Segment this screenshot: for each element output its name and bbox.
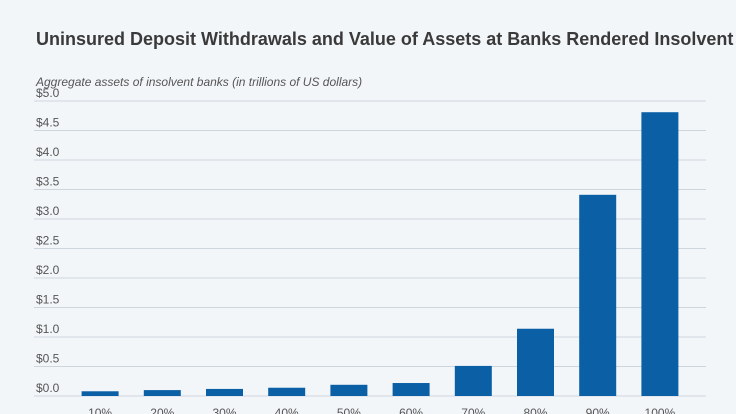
x-tick-label: 20%: [150, 406, 174, 414]
y-tick-label: $5.0: [36, 86, 60, 100]
bar: [81, 391, 119, 396]
bar: [641, 112, 679, 397]
x-tick-label: 60%: [399, 406, 423, 414]
bar: [392, 383, 430, 396]
x-tick-label: 30%: [212, 406, 236, 414]
bar: [579, 194, 617, 396]
y-tick-label: $4.0: [36, 145, 60, 159]
x-tick-label: 80%: [523, 406, 547, 414]
chart-title: Uninsured Deposit Withdrawals and Value …: [36, 29, 733, 49]
x-tick-label: 10%: [88, 406, 112, 414]
y-tick-label: $1.0: [36, 322, 60, 336]
y-tick-label: $0.0: [36, 381, 60, 395]
bar: [143, 390, 181, 396]
y-tick-label: $1.5: [36, 293, 60, 307]
x-tick-label: 100%: [645, 406, 676, 414]
y-tick-label: $2.5: [36, 234, 60, 248]
x-tick-label: 90%: [586, 406, 610, 414]
y-tick-label: $2.0: [36, 263, 60, 277]
x-tick-label: 70%: [461, 406, 485, 414]
y-tick-label: $0.5: [36, 352, 60, 366]
bar: [330, 384, 368, 396]
y-axis-title: Aggregate assets of insolvent banks (in …: [35, 75, 362, 89]
y-tick-label: $4.5: [36, 116, 60, 130]
bar: [206, 388, 243, 396]
x-tick-label: 40%: [275, 406, 299, 414]
bar: [517, 328, 554, 396]
bar: [268, 387, 306, 396]
bar: [454, 365, 492, 396]
x-tick-label: 50%: [337, 406, 361, 414]
y-tick-label: $3.5: [36, 175, 60, 189]
y-tick-label: $3.0: [36, 204, 60, 218]
